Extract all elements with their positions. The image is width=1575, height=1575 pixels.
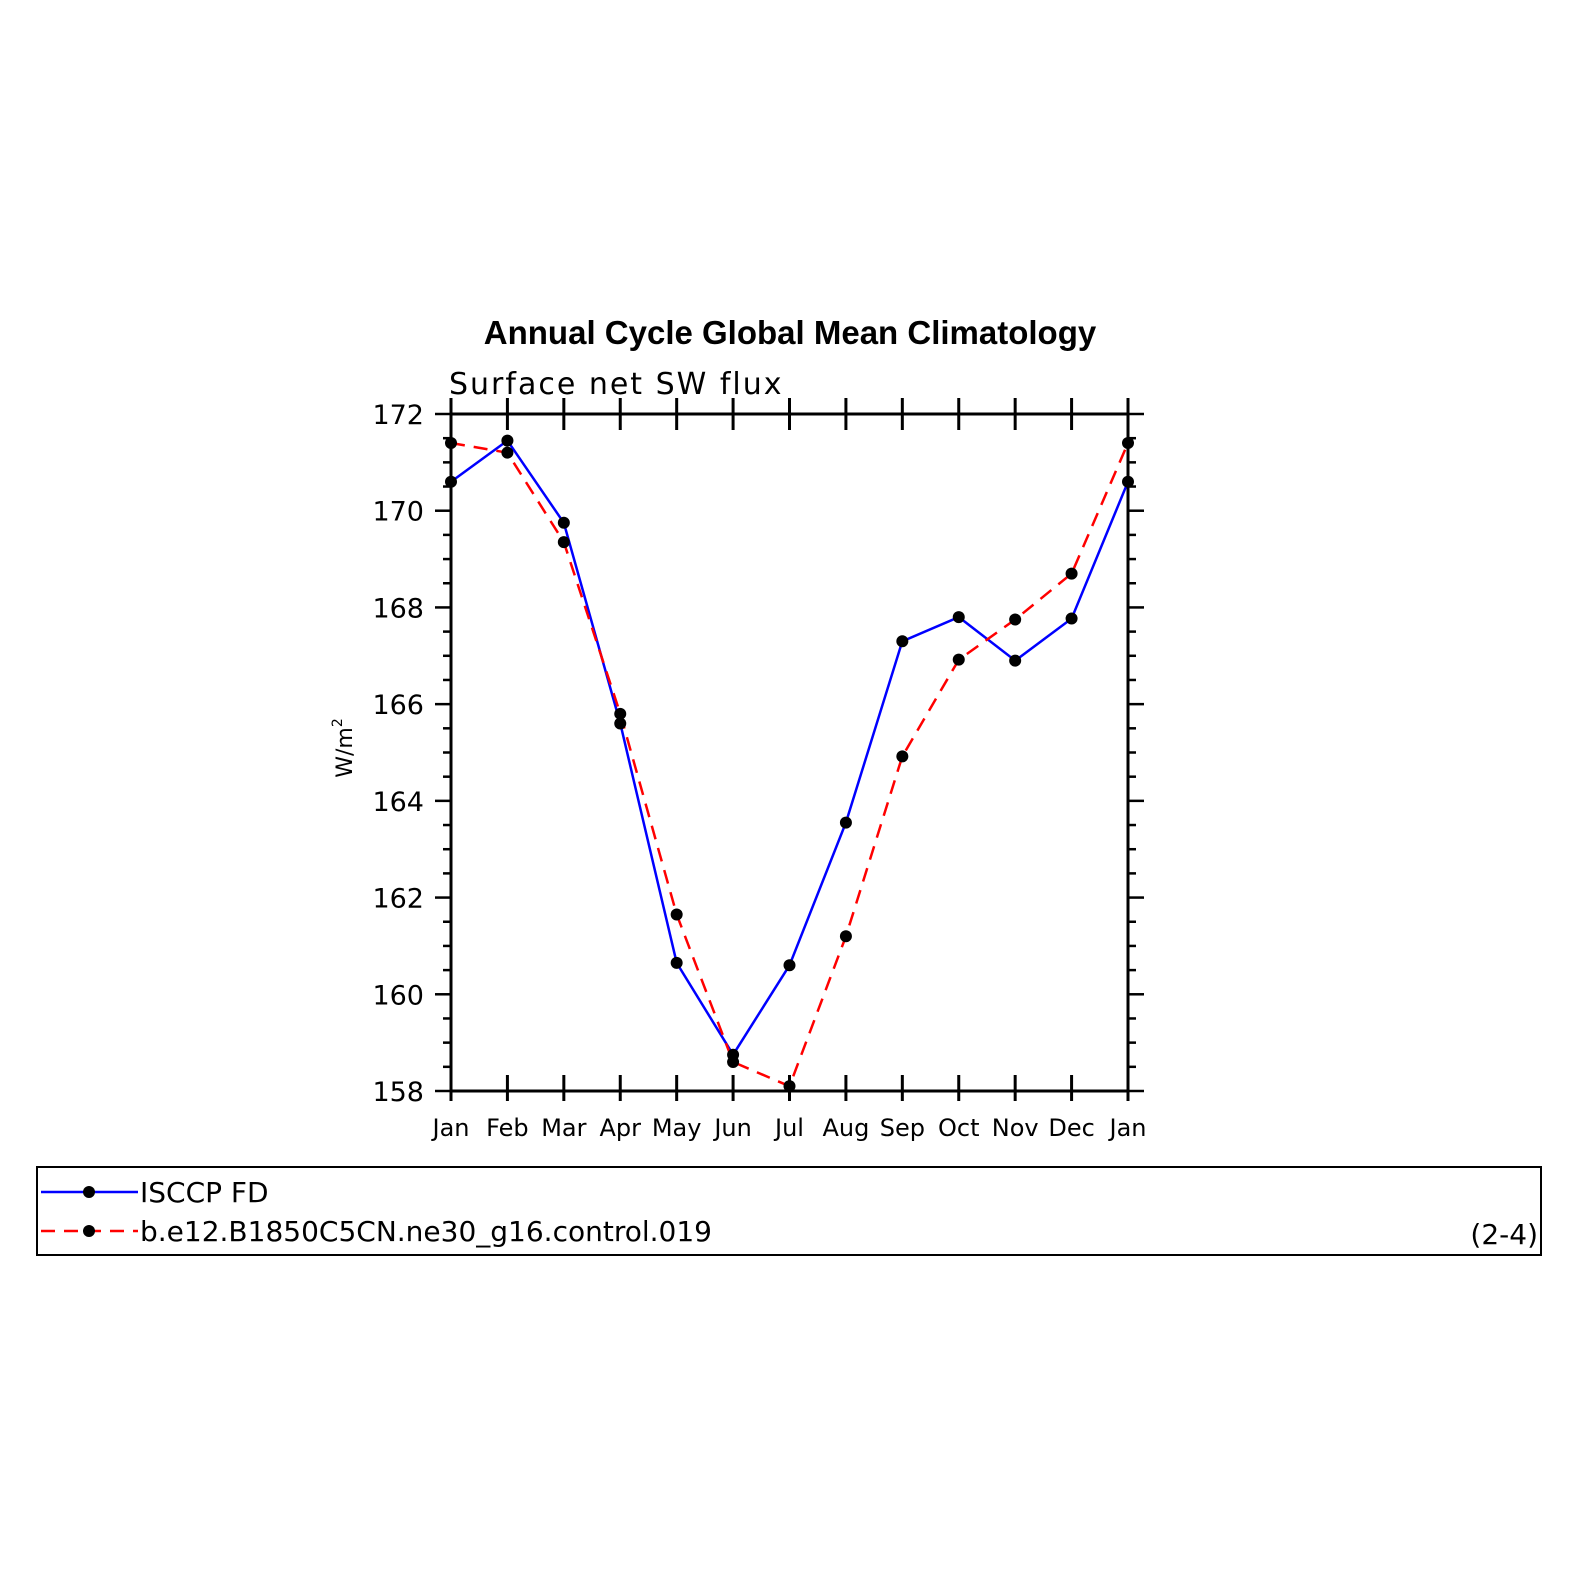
legend-label-1: ISCCP FD [140,1176,269,1209]
x-tick-label: Oct [938,1114,980,1142]
plot-border [449,412,1130,1093]
data-point-series-1 [896,635,909,648]
data-point-series-2 [501,446,514,459]
data-point-series-2 [952,653,965,666]
x-tick-label: Jan [431,1114,470,1142]
data-point-series-1 [445,475,457,488]
y-tick-labels: 158 160 162 164 166 168 170 172 [372,400,424,1108]
series-lines [450,438,1130,1088]
y-tick-label: 158 [372,1077,424,1108]
x-tick-label: Jun [712,1114,752,1142]
chart-subtitle: Surface net SW flux [449,367,784,402]
x-tick-label: Aug [822,1114,869,1142]
data-point-series-1 [1122,475,1134,488]
y-axis-label-superscript: 2 [330,718,346,727]
x-tick-label: Jul [773,1114,804,1142]
x-tick-label: Dec [1048,1114,1094,1142]
x-tick-label: Feb [486,1114,529,1142]
data-point-series-2 [557,536,570,549]
y-tick-label: 162 [372,884,424,915]
legend-label-2: b.e12.B1850C5CN.ne30_g16.control.019 [140,1215,712,1248]
y-tick-label: 172 [372,400,424,431]
y-axis-label-base: W/m [333,727,358,778]
x-tick-label: May [652,1114,702,1142]
y-tick-label: 164 [372,787,424,818]
x-tick-labels: Jan Feb Mar Apr May Jun Jul Aug Sep Oct Nov Dec Jan [431,1114,1147,1142]
x-tick-label: Mar [541,1114,586,1142]
y-tick-label: 170 [372,497,424,528]
x-tick-label: Jan [1108,1114,1147,1142]
svg-text:W/m2: W/m2 [330,718,358,778]
x-tick-label: Sep [880,1114,925,1142]
legend: ISCCP FD b.e12.B1850C5CN.ne30_g16.control… [36,1166,1542,1256]
data-point-series-2 [445,437,457,450]
y-axis-label: W/m2 [330,718,358,778]
data-point-series-2 [839,930,852,943]
legend-marker-1 [83,1186,95,1198]
data-point-series-1 [557,516,570,529]
data-point-series-2 [1065,567,1078,580]
data-point-series-1 [952,611,965,624]
plot-frame [449,412,1130,1093]
data-point-series-2 [1122,437,1134,450]
legend-box [36,1166,1542,1256]
data-point-series-1 [501,434,514,447]
series-line-2 [450,441,1130,1088]
y-tick-label: 160 [372,980,424,1011]
x-tick-label: Apr [599,1114,641,1142]
data-point-series-1 [670,956,683,969]
data-point-series-1 [1065,612,1078,625]
data-point-series-1 [783,959,796,972]
chart-title: Annual Cycle Global Mean Climatology [484,314,1097,351]
data-point-series-1 [1009,654,1022,667]
data-point-series-2 [614,707,627,720]
y-tick-label: 168 [372,593,424,624]
data-point-series-1 [614,717,627,730]
legend-marker-2 [83,1225,95,1237]
data-point-series-1 [839,816,852,829]
data-point-series-2 [896,750,909,763]
data-point-series-2 [670,908,683,921]
panel-label: (2-4) [1470,1218,1538,1251]
data-point-series-2 [1009,613,1022,626]
series-markers [445,434,1134,1093]
axis-ticks [435,398,1144,1101]
data-point-series-2 [727,1055,740,1068]
x-tick-label: Nov [992,1114,1039,1142]
data-point-series-2 [783,1080,796,1093]
y-tick-label: 166 [372,690,424,721]
